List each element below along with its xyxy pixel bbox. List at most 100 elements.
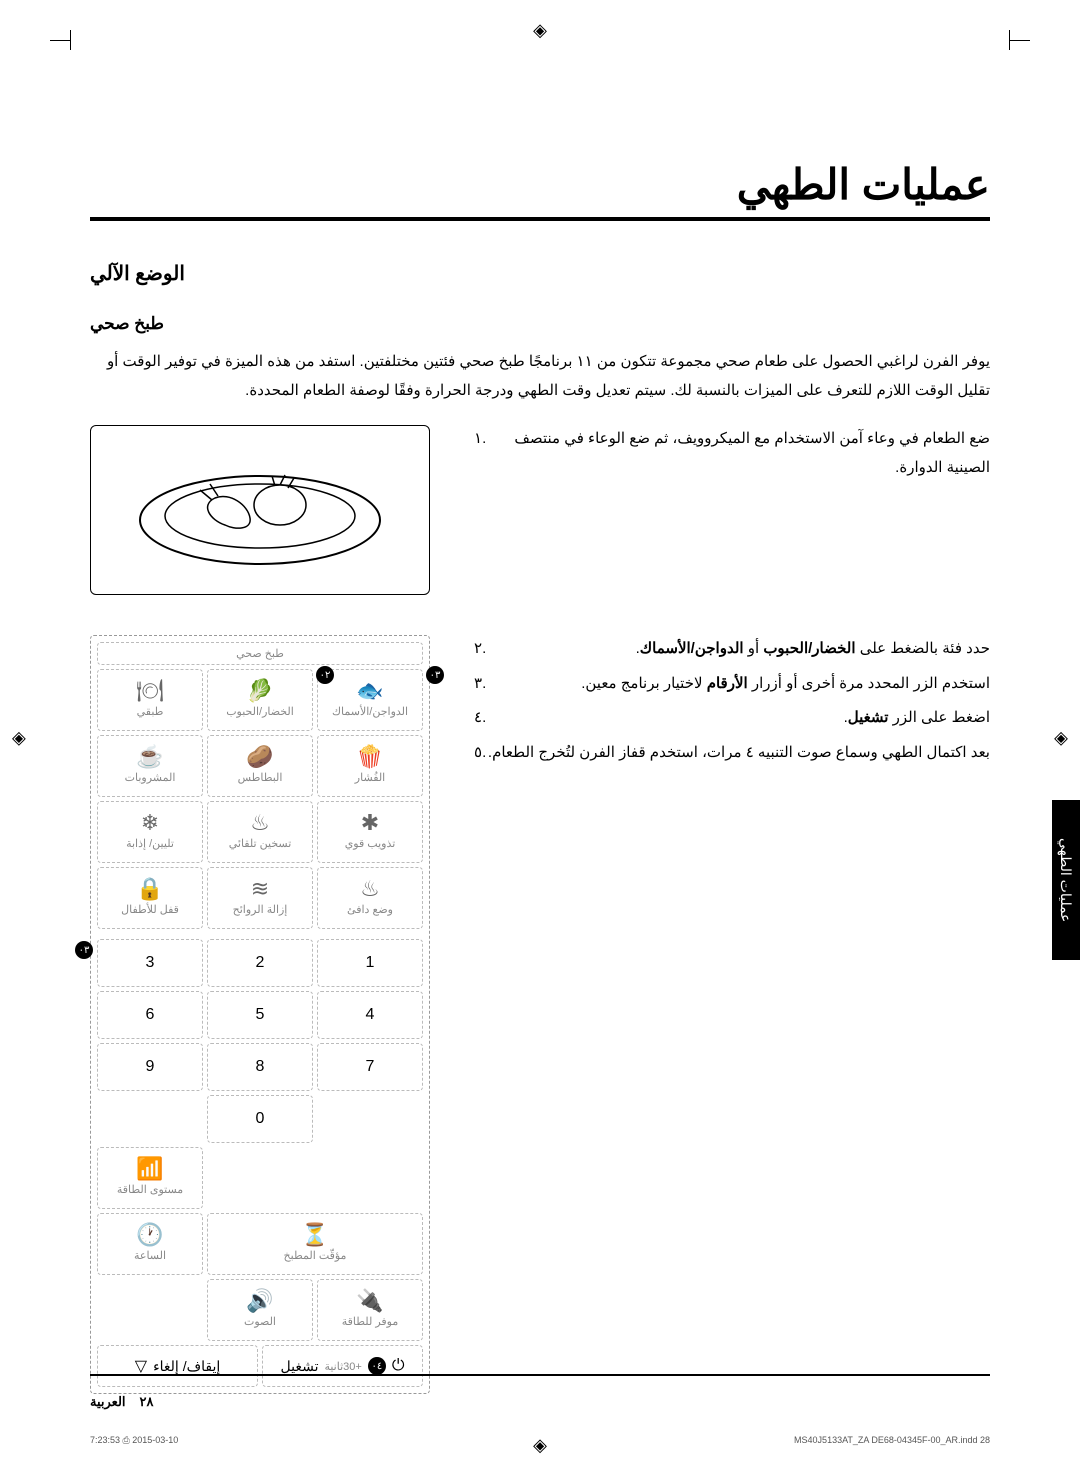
step-text: اضغط على الزر تشغيل. [486,704,990,733]
digit-label: 2 [256,954,265,972]
print-file: MS40J5133AT_ZA DE68-04345F-00_AR.indd 28 [794,1435,990,1446]
keypad-digit[interactable]: 9 [97,1043,203,1091]
intro-paragraph: يوفر الفرن لراغبي الحصول على طعام صحي مج… [90,348,990,405]
panel-button[interactable]: 🔊الصوت [207,1279,313,1341]
keypad-digit[interactable]: 4 [317,991,423,1039]
step-number: .٤ [474,704,486,733]
keypad-digit[interactable]: 5 [207,991,313,1039]
digit-label: 7 [366,1058,375,1076]
keypad-digit[interactable]: 0 [207,1095,313,1143]
panel-icon: ⏳ [301,1224,328,1246]
subsection-heading: طبخ صحي [90,314,990,334]
footer-lang: العربية [90,1394,126,1410]
step-number: .٣ [474,670,486,699]
digit-label: 4 [366,1006,375,1024]
panel-icon: ♨ [360,878,380,900]
panel-label: المشروبات [125,772,176,785]
keypad-digit[interactable]: 8 [207,1043,313,1091]
start-extra-label: +30ثانية [324,1360,361,1373]
panel-icon: 🐟 [356,680,383,702]
panel-label: الخضار/الحبوب [226,706,294,719]
footer-rule [90,1374,990,1376]
panel-button[interactable]: ✱تذويب قوي [317,801,423,863]
panel-button[interactable]: ⏳ مؤقّت المطبخ [207,1213,423,1275]
steps-list-b: .٢حدد فئة بالضغط على الخضار/الحبوب أو ال… [460,635,990,767]
callout-4: ٠٤ [368,1357,386,1375]
panel-label: إزالة الروائح [233,904,288,917]
panel-label: موفر للطاقة [342,1316,398,1329]
panel-button[interactable]: 🍽طبقي [97,669,203,731]
step-number: .٥ [474,739,486,768]
panel-label: قفل للأطفال [121,904,179,917]
keypad-digit[interactable]: 3 [97,939,203,987]
registration-mark-icon: ◈ [1054,728,1068,749]
step-item: .٢حدد فئة بالضغط على الخضار/الحبوب أو ال… [460,635,990,664]
panel-icon: 📶 [136,1158,163,1180]
panel-label: مؤقّت المطبخ [284,1250,347,1263]
digit-label: 5 [256,1006,265,1024]
step-text: ضع الطعام في وعاء آمن الاستخدام مع الميك… [486,425,990,482]
step-text: بعد اكتمال الطهي وسماع صوت التنبيه ٤ مرا… [486,739,990,768]
panel-label: الفُشار [355,772,385,785]
steps-list-a: .١ضع الطعام في وعاء آمن الاستخدام مع الم… [460,425,990,482]
panel-icon: ≋ [251,878,269,900]
panel-label: الدواجن/الأسماك [332,706,408,719]
step-number: .٢ [474,635,486,664]
panel-label: تسخين تلقائي [229,838,292,851]
panel-button[interactable]: 🍿 الفُشار [317,735,423,797]
step-text: حدد فئة بالضغط على الخضار/الحبوب أو الدو… [486,635,990,664]
panel-icon: 🕐 [136,1224,163,1246]
panel-button[interactable]: ≋ إزالة الروائح [207,867,313,929]
panel-header: طبخ صحي [97,642,423,665]
panel-button[interactable]: 🥔البطاطس [207,735,313,797]
panel-icon: ❄ [141,812,159,834]
keypad-digit[interactable]: 6 [97,991,203,1039]
keypad-digit[interactable]: 7 [317,1043,423,1091]
registration-mark-icon: ◈ [533,20,547,41]
keypad-digit[interactable]: 1 [317,939,423,987]
control-panel: طبخ صحي٠٣🐟الدواجن/الأسماك٠٢🥬الخضار/الحبو… [90,635,430,1394]
panel-button[interactable]: ♨ وضع دافئ [317,867,423,929]
panel-icon: ♨ [250,812,270,834]
keypad-spacer [97,1095,203,1143]
step-item: .١ضع الطعام في وعاء آمن الاستخدام مع الم… [460,425,990,482]
panel-button[interactable]: 📶 مستوى الطاقة [97,1147,203,1209]
crop-mark [1009,30,1010,50]
stop-button[interactable]: إيقاف/ إلغاء ▽ [97,1345,258,1387]
panel-button[interactable]: ❄ تليين/ إذابة [97,801,203,863]
panel-label: البطاطس [238,772,283,785]
digit-label: 8 [256,1058,265,1076]
start-button[interactable]: ⏻ ٠٤ +30ثانية تشغيل [262,1345,423,1387]
start-label: تشغيل [281,1358,319,1375]
panel-label: تليين/ إذابة [126,838,174,851]
food-illustration [90,425,430,595]
keypad-digit[interactable]: 2 [207,939,313,987]
title-rule [90,217,990,221]
panel-label: وضع دافئ [347,904,393,917]
panel-icon: 🔒 [136,878,163,900]
callout: ٠٣ [426,666,444,684]
plate-vegetables-icon [130,450,390,570]
panel-icon: 🍿 [356,746,383,768]
panel-button[interactable]: 🔒 قفل للأطفال [97,867,203,929]
step-number: .١ [474,425,486,482]
step-item: .٤اضغط على الزر تشغيل. [460,704,990,733]
panel-button[interactable]: 🔌موفر للطاقة [317,1279,423,1341]
crop-mark [70,30,71,50]
step-item: .٣استخدم الزر المحدد مرة أخرى أو أزرار ا… [460,670,990,699]
digit-label: 6 [146,1006,155,1024]
print-metadata: MS40J5133AT_ZA DE68-04345F-00_AR.indd 28… [90,1435,990,1446]
step-text: استخدم الزر المحدد مرة أخرى أو أزرار الأ… [486,670,990,699]
panel-button[interactable]: ♨ تسخين تلقائي [207,801,313,863]
callout: ٠٢ [316,666,334,684]
panel-label: مستوى الطاقة [117,1184,183,1197]
section-heading: الوضع الآلي [90,261,990,286]
panel-label: الصوت [244,1316,276,1329]
panel-button[interactable]: ٠٢🥬الخضار/الحبوب [207,669,313,731]
panel-button[interactable]: 🕐 الساعة [97,1213,203,1275]
print-timestamp: 2015-03-10 ⎙ 7:23:53 [90,1435,178,1446]
side-tab: عمليات الطهي [1052,800,1080,960]
panel-label: الساعة [134,1250,166,1263]
footer-page-number: ٢٨ [140,1394,154,1410]
panel-button[interactable]: ☕المشروبات [97,735,203,797]
